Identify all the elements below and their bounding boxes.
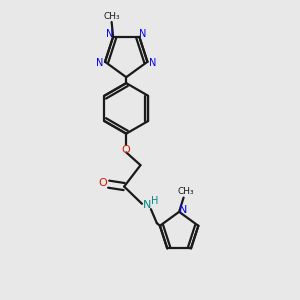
Text: CH₃: CH₃ xyxy=(103,11,120,20)
Text: N: N xyxy=(106,29,113,39)
Text: N: N xyxy=(139,29,147,39)
Text: O: O xyxy=(122,145,130,155)
Text: N: N xyxy=(143,200,152,210)
Text: N: N xyxy=(179,205,187,215)
Text: CH₃: CH₃ xyxy=(178,187,194,196)
Text: H: H xyxy=(152,196,159,206)
Text: N: N xyxy=(96,58,103,68)
Text: N: N xyxy=(149,58,157,68)
Text: O: O xyxy=(98,178,107,188)
